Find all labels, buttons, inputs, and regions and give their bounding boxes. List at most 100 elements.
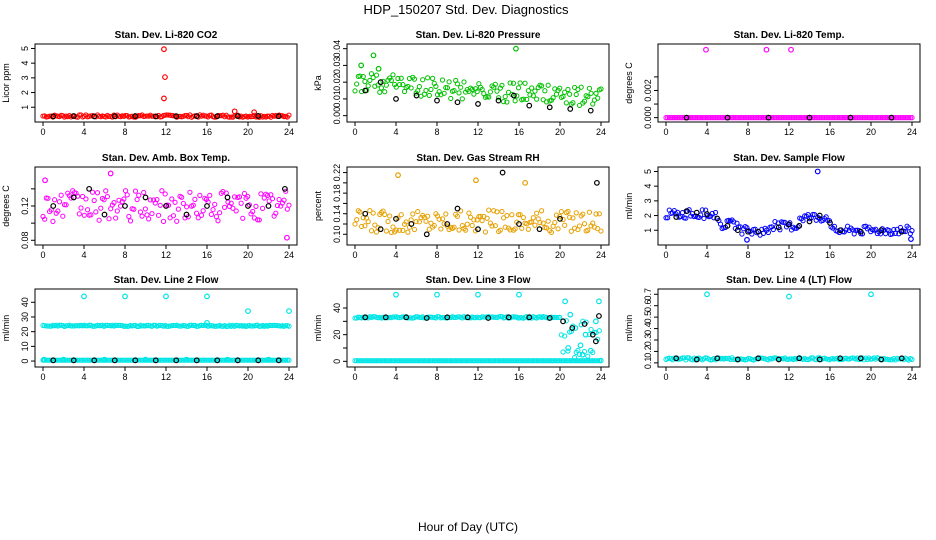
panel-4: Stan. Dev. Amb. Box Temp. degrees C 0 4 8 12 1… (1, 153, 298, 260)
data-point (410, 211, 416, 217)
data-point (573, 358, 579, 364)
panel-title: Stan. Dev. Line 3 Flow (426, 275, 531, 286)
data-point (73, 323, 79, 329)
data-point (438, 358, 444, 364)
data-point (136, 192, 142, 198)
x-tick-label: 4 (393, 372, 398, 382)
data-point (373, 72, 380, 78)
data-point (543, 358, 550, 364)
data-point (587, 347, 594, 354)
data-point (212, 357, 218, 363)
panel-8: Stan. Dev. Line 3 Flow ml/min 0 4 8 12 16 20 24 0… (313, 275, 610, 382)
data-point (86, 185, 93, 192)
data-point (548, 358, 555, 364)
data-point (241, 190, 248, 197)
data-point (193, 210, 200, 216)
data-point (580, 358, 586, 364)
data-point (476, 358, 482, 364)
data-point (228, 200, 234, 206)
x-tick-label: 4 (81, 372, 86, 382)
data-point (555, 358, 561, 364)
data-point (717, 115, 724, 121)
data-point (245, 308, 251, 315)
data-point (785, 115, 791, 121)
data-point (714, 115, 720, 121)
data-point (117, 322, 124, 329)
data-point (542, 88, 548, 94)
data-point (593, 90, 599, 96)
data-point (170, 213, 177, 219)
data-point (159, 357, 165, 363)
data-point (454, 205, 461, 212)
data-point (517, 358, 523, 364)
data-point (754, 115, 760, 121)
data-point (400, 358, 406, 364)
data-point (286, 112, 292, 118)
y-axis-label: ml/min (624, 193, 634, 220)
data-point (264, 192, 271, 198)
data-point (471, 217, 477, 223)
data-point (441, 358, 447, 364)
data-point (721, 115, 727, 121)
data-point (78, 205, 84, 211)
data-point (70, 357, 77, 364)
data-point (464, 221, 470, 227)
data-point (816, 212, 823, 219)
data-point (514, 93, 520, 99)
data-point (382, 314, 389, 321)
data-point (587, 107, 594, 114)
data-point (281, 357, 287, 363)
data-point (469, 358, 475, 364)
data-point (701, 115, 707, 121)
data-point (392, 358, 398, 364)
data-point (828, 115, 834, 121)
data-point (354, 358, 360, 364)
data-point (876, 115, 882, 121)
data-point (535, 358, 541, 364)
data-point (526, 314, 533, 321)
y-tick-label: 1 (643, 228, 653, 233)
data-point (512, 226, 518, 232)
data-point (744, 236, 750, 243)
data-point (111, 200, 117, 206)
data-point (411, 226, 418, 233)
data-point (537, 220, 543, 226)
data-point (283, 357, 289, 363)
data-point (175, 206, 181, 212)
data-point (899, 115, 905, 121)
data-point (866, 224, 872, 230)
x-tick-label: 0 (40, 372, 45, 382)
y-tick-label: 3 (20, 75, 30, 80)
data-point (155, 357, 162, 363)
panel-9: Stan. Dev. Line 4 (LT) Flow ml/min 0 4 8 12 16… (624, 275, 921, 382)
data-point (526, 102, 533, 109)
data-point (537, 358, 543, 364)
data-point (423, 231, 430, 238)
data-point (512, 358, 518, 364)
data-point (765, 229, 771, 236)
data-point (454, 358, 460, 364)
data-point (183, 211, 190, 218)
data-point (670, 115, 676, 121)
data-point (859, 115, 866, 121)
data-point (154, 196, 160, 203)
data-point (122, 357, 129, 363)
data-point (459, 358, 465, 364)
data-point (408, 85, 414, 91)
data-point (586, 358, 593, 364)
data-point (238, 200, 244, 206)
data-point (693, 356, 700, 363)
data-point (693, 209, 700, 216)
data-point (368, 358, 375, 364)
data-point (444, 85, 451, 91)
data-point (590, 358, 596, 364)
data-point (354, 81, 360, 87)
data-point (83, 196, 89, 202)
data-point (165, 357, 172, 363)
data-point (471, 315, 477, 321)
data-point (193, 357, 200, 364)
data-point (525, 358, 531, 364)
data-point (762, 115, 768, 121)
y-tick-label: 30 (20, 312, 30, 322)
data-point (413, 92, 420, 99)
